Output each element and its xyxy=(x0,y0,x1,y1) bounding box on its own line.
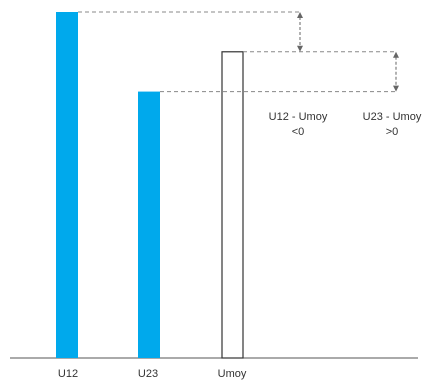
arrow-head-down xyxy=(297,45,303,52)
arrow-head-up xyxy=(393,51,399,58)
bar-u23 xyxy=(138,91,160,358)
bar-u12 xyxy=(56,12,78,358)
annotation-u23-minus-umoy-line2: >0 xyxy=(386,126,399,138)
bar-umoy xyxy=(221,51,244,359)
category-label-u12: U12 xyxy=(58,368,78,380)
category-label-umoy: Umoy xyxy=(218,368,247,380)
category-label-u23: U23 xyxy=(138,368,158,380)
arrow-head-down xyxy=(393,85,399,92)
arrow-head-up xyxy=(297,12,303,18)
annotation-u12-minus-umoy-line2: <0 xyxy=(292,126,305,138)
difference-arrow-u23-umoy xyxy=(393,51,399,92)
annotation-u23-minus-umoy-line1: U23 - Umoy xyxy=(363,111,422,123)
difference-arrow-u12-umoy xyxy=(297,12,303,52)
annotation-u12-minus-umoy-line1: U12 - Umoy xyxy=(269,111,328,123)
